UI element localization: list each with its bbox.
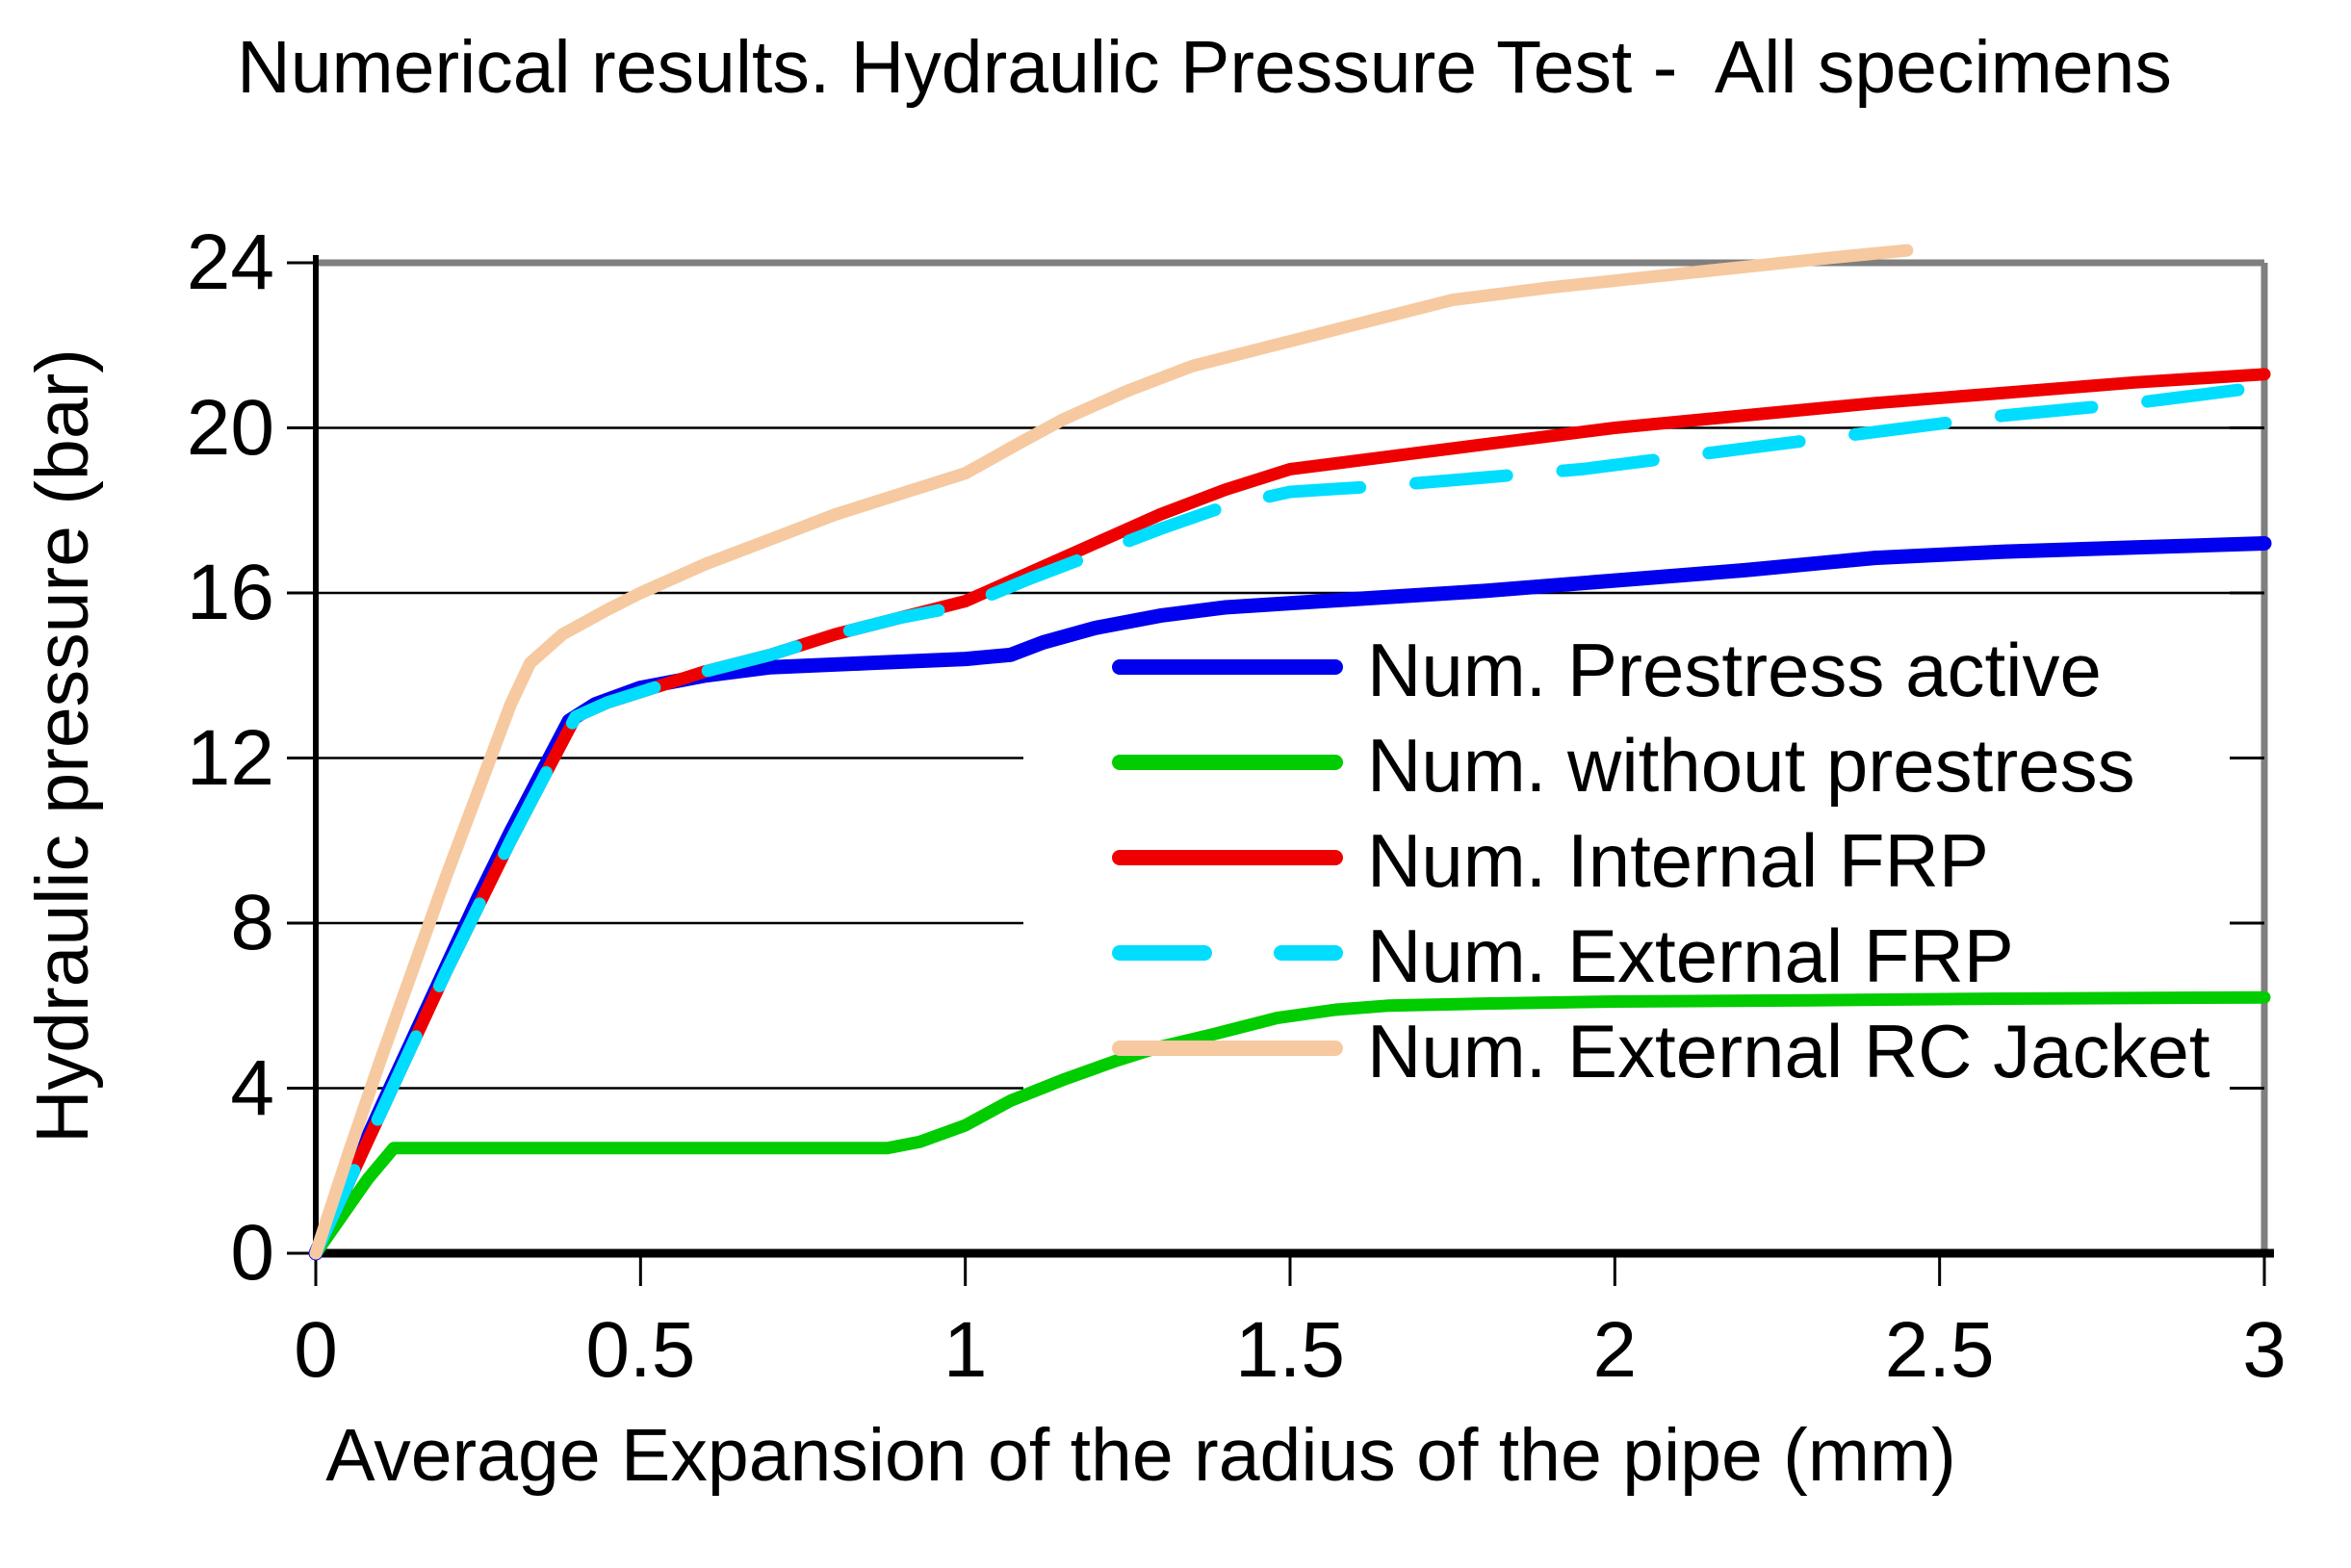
legend-swatch-num-external-frp <box>1112 945 1343 961</box>
legend-label-num-without-prestress: Num. without prestress <box>1367 723 2135 808</box>
y-tick-label-0: 0 <box>230 1209 274 1297</box>
legend-swatch-segment <box>1274 945 1343 961</box>
legend-swatch-num-prestress-active <box>1112 659 1343 675</box>
legend-swatch-segment <box>1112 1041 1343 1056</box>
series-line-num-without-prestress <box>309 990 2271 1260</box>
legend-swatch-num-without-prestress <box>1112 755 1343 770</box>
legend-swatch-num-internal-frp <box>1112 850 1343 865</box>
y-tick-label-20: 20 <box>186 383 274 472</box>
legend-label-num-prestress-active: Num. Prestress active <box>1367 628 2102 712</box>
legend-label-num-external-frp: Num. External FRP <box>1367 913 2014 998</box>
x-tick-label-1.5: 1.5 <box>1235 1306 1345 1394</box>
legend-label-num-internal-frp: Num. Internal FRP <box>1367 818 1989 903</box>
y-tick-label-4: 4 <box>230 1043 274 1132</box>
y-tick-label-24: 24 <box>186 218 274 306</box>
x-tick-label-3: 3 <box>2242 1306 2286 1394</box>
x-tick-label-2: 2 <box>1592 1306 1638 1394</box>
legend-swatch-num-external-rc-jacket <box>1112 1041 1343 1056</box>
y-tick-label-16: 16 <box>186 549 274 636</box>
legend-label-num-external-rc-jacket: Num. External RC Jacket <box>1367 1009 2210 1093</box>
legend-swatch-segment <box>1112 755 1343 770</box>
legend-swatch-segment <box>1112 659 1343 675</box>
x-tick-label-1: 1 <box>943 1306 988 1394</box>
legend-swatch-segment <box>1112 945 1212 961</box>
legend-swatch-segment <box>1112 850 1343 865</box>
series-line-num-external-frp <box>309 380 2271 1260</box>
series-line-num-internal-frp <box>309 368 2271 1260</box>
x-tick-label-0: 0 <box>294 1306 338 1394</box>
x-axis-title: Average Expansion of the radius of the p… <box>325 1414 1956 1497</box>
chart-title: Numerical results. Hydraulic Pressure Te… <box>237 26 2172 109</box>
y-tick-label-8: 8 <box>230 879 274 966</box>
series-line-num-external-rc-jacket <box>309 244 1914 1260</box>
x-tick-label-2.5: 2.5 <box>1884 1306 1995 1394</box>
x-tick-label-0.5: 0.5 <box>585 1306 696 1394</box>
y-tick-label-12: 12 <box>186 713 274 802</box>
